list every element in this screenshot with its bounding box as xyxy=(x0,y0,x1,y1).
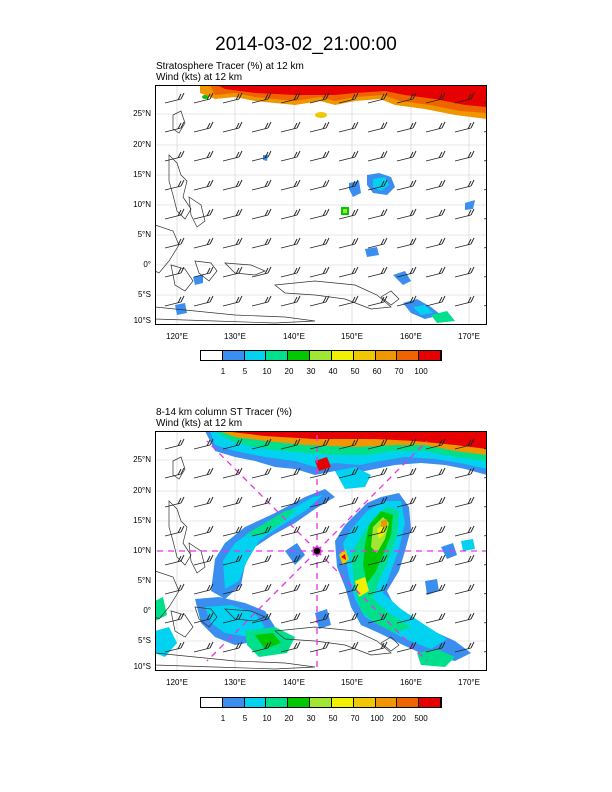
colorbar-swatch xyxy=(288,698,311,707)
colorbar-swatch xyxy=(375,351,398,360)
panel2-colorbar-label: 500 xyxy=(414,714,428,723)
panel1-lon-label: 140°E xyxy=(283,332,305,341)
panel2-lat-label: 25°N xyxy=(133,455,151,464)
panel1-colorbar-label: 1 xyxy=(220,367,226,376)
colorbar-swatch xyxy=(222,698,245,707)
panel1-colorbar-label: 60 xyxy=(372,367,382,376)
panel2-lon-label: 130°E xyxy=(224,678,246,687)
panel1-frame xyxy=(155,85,487,325)
panel2-lat-label: 0° xyxy=(143,606,151,615)
panel1-title-line2: Wind (kts) at 12 km xyxy=(156,72,243,83)
panel1-colorbar xyxy=(200,350,442,361)
panel1-lon-label: 170°E xyxy=(458,332,480,341)
panel1-lat-label: 5°S xyxy=(138,290,151,299)
panel2-colorbar-label: 100 xyxy=(370,714,384,723)
panel1-colorbar-label: 100 xyxy=(414,367,428,376)
colorbar-swatch xyxy=(266,698,289,707)
colorbar-swatch xyxy=(201,351,223,360)
panel1-colorbar-label: 50 xyxy=(350,367,360,376)
panel2-colorbar-swatches xyxy=(200,697,442,708)
panel1-colorbar-label: 10 xyxy=(262,367,272,376)
colorbar-swatch xyxy=(419,351,441,360)
panel2-colorbar-label: 5 xyxy=(242,714,248,723)
panel1-lat-label: 20°N xyxy=(133,140,151,149)
colorbar-swatch xyxy=(331,698,354,707)
colorbar-swatch xyxy=(222,351,245,360)
panel2-wind-barbs xyxy=(155,431,487,671)
panel1-lon-label: 130°E xyxy=(224,332,246,341)
colorbar-swatch xyxy=(353,698,376,707)
panel2-lon-label: 120°E xyxy=(166,678,188,687)
panel1-colorbar-label: 5 xyxy=(242,367,248,376)
colorbar-swatch xyxy=(288,351,311,360)
panel2-lat-label: 10°S xyxy=(133,662,151,671)
panel2-colorbar-label: 50 xyxy=(328,714,338,723)
colorbar-swatch xyxy=(201,698,223,707)
panel2-frame xyxy=(155,431,487,671)
panel2-lon-label: 170°E xyxy=(458,678,480,687)
colorbar-swatch xyxy=(266,351,289,360)
panel2-lon-label: 140°E xyxy=(283,678,305,687)
panel1-lat-label: 5°N xyxy=(137,230,151,239)
colorbar-swatch xyxy=(331,351,354,360)
panel1-map xyxy=(155,85,487,325)
panel1-colorbar-label: 40 xyxy=(328,367,338,376)
panel1-colorbar-swatches xyxy=(200,350,442,361)
panel2-lat-label: 15°N xyxy=(133,516,151,525)
panel1-lat-label: 10°S xyxy=(133,316,151,325)
panel2-lat-label: 5°S xyxy=(138,636,151,645)
panel1-lat-label: 10°N xyxy=(133,200,151,209)
colorbar-swatch xyxy=(310,698,332,707)
panel2-lat-label: 5°N xyxy=(137,576,151,585)
panel2-colorbar-label: 1 xyxy=(220,714,226,723)
panel1-title-line1: Stratosphere Tracer (%) at 12 km xyxy=(156,61,304,72)
colorbar-swatch xyxy=(310,351,332,360)
panel2-title-line1: 8-14 km column ST Tracer (%) xyxy=(156,407,292,418)
panel2-lat-label: 20°N xyxy=(133,486,151,495)
panel1-lon-label: 160°E xyxy=(400,332,422,341)
panel1-colorbar-label: 20 xyxy=(284,367,294,376)
panel2-title-line2: Wind (kts) at 12 km xyxy=(156,418,243,429)
panel2-lat-label: 10°N xyxy=(133,546,151,555)
colorbar-swatch xyxy=(397,351,420,360)
colorbar-swatch xyxy=(244,698,267,707)
panel1-lat-label: 0° xyxy=(143,260,151,269)
colorbar-swatch xyxy=(353,351,376,360)
panel2-map xyxy=(155,431,487,671)
panel2-lon-label: 160°E xyxy=(400,678,422,687)
panel2-lon-label: 150°E xyxy=(341,678,363,687)
colorbar-swatch xyxy=(419,698,441,707)
colorbar-swatch xyxy=(397,698,420,707)
panel2-colorbar xyxy=(200,697,442,708)
panel1-lon-label: 150°E xyxy=(341,332,363,341)
panel2-colorbar-label: 70 xyxy=(350,714,360,723)
colorbar-swatch xyxy=(244,351,267,360)
panel1-lat-label: 25°N xyxy=(133,109,151,118)
panel1-wind-barbs xyxy=(155,85,487,325)
panel2-colorbar-label: 10 xyxy=(262,714,272,723)
panel2-colorbar-label: 30 xyxy=(306,714,316,723)
panel2-colorbar-label: 200 xyxy=(392,714,406,723)
panel2-colorbar-label: 20 xyxy=(284,714,294,723)
panel1-lon-label: 120°E xyxy=(166,332,188,341)
panel1-lat-label: 15°N xyxy=(133,170,151,179)
figure-title: 2014-03-02_21:00:00 xyxy=(215,34,397,55)
panel1-colorbar-label: 70 xyxy=(394,367,404,376)
panel1-colorbar-label: 30 xyxy=(306,367,316,376)
colorbar-swatch xyxy=(375,698,398,707)
